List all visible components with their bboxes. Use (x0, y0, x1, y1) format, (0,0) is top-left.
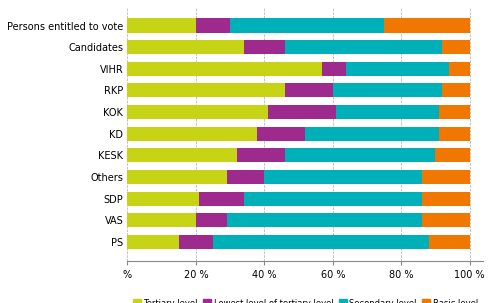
Bar (244, 40, 285, 54)
Bar (285, 40, 442, 54)
Bar (196, 18, 230, 32)
Bar (199, 192, 244, 206)
Bar (127, 170, 227, 184)
Bar (384, 18, 470, 32)
Bar (127, 83, 285, 98)
Bar (333, 83, 442, 98)
Bar (127, 40, 244, 54)
Bar (227, 170, 264, 184)
Bar (127, 213, 196, 227)
Bar (230, 18, 384, 32)
Bar (127, 127, 257, 141)
Bar (422, 170, 470, 184)
Bar (127, 18, 196, 32)
Bar (323, 62, 347, 76)
Bar (449, 62, 470, 76)
Bar (227, 213, 422, 227)
Bar (285, 83, 333, 98)
Bar (347, 62, 449, 76)
Bar (127, 235, 179, 249)
Bar (422, 213, 470, 227)
Bar (442, 40, 470, 54)
Bar (429, 235, 470, 249)
Bar (264, 170, 422, 184)
Bar (442, 83, 470, 98)
Legend: Tertiary level, Lowest level of tertiary level, Secondary level, Basic level: Tertiary level, Lowest level of tertiary… (129, 295, 481, 303)
Bar (244, 192, 422, 206)
Bar (268, 105, 336, 119)
Bar (196, 213, 227, 227)
Bar (237, 148, 285, 162)
Bar (439, 127, 470, 141)
Bar (257, 127, 305, 141)
Bar (305, 127, 439, 141)
Bar (436, 148, 470, 162)
Bar (439, 105, 470, 119)
Bar (127, 62, 323, 76)
Bar (422, 192, 470, 206)
Bar (179, 235, 213, 249)
Bar (285, 148, 436, 162)
Bar (213, 235, 429, 249)
Bar (336, 105, 439, 119)
Bar (127, 192, 199, 206)
Bar (127, 105, 268, 119)
Bar (127, 148, 237, 162)
